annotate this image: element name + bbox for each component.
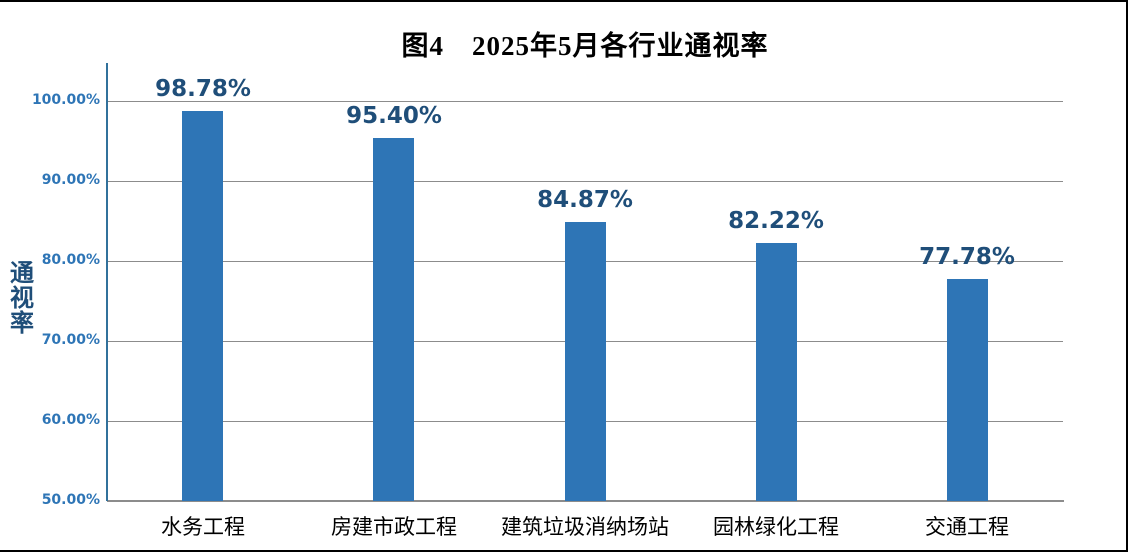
bar-value-label: 77.78% [919,243,1015,270]
x-axis-baseline [107,500,1064,502]
y-tick-label: 60.00% [41,412,100,428]
y-axis-title-char: 通 [10,261,34,287]
bar-value-label: 98.78% [155,75,251,102]
category-label: 水务工程 [161,515,245,539]
bar [947,278,988,501]
y-tick-label: 50.00% [41,492,100,508]
bar-value-label: 95.40% [346,102,442,129]
y-tick-label: 100.00% [31,92,100,108]
y-axis-line [106,63,108,501]
category-label: 房建市政工程 [331,515,457,539]
bar [756,243,797,501]
y-axis-title-char: 率 [10,311,34,337]
bar-value-label: 82.22% [728,208,824,235]
bar-value-label: 84.87% [537,187,633,214]
y-tick-label: 90.00% [41,172,100,188]
bar [565,222,606,501]
bar [182,110,223,501]
y-axis-title-char: 视 [10,286,34,312]
y-axis-title: 通视率 [8,262,36,337]
y-tick-label: 80.00% [41,252,100,268]
gridline [108,181,1063,182]
y-tick-label: 70.00% [41,332,100,348]
bar [373,137,414,501]
category-label: 建筑垃圾消纳场站 [501,515,669,539]
category-label: 交通工程 [925,515,1009,539]
category-label: 园林绿化工程 [713,515,839,539]
chart-title: 图4 2025年5月各行业通视率 [401,31,769,61]
gridline [108,101,1063,102]
